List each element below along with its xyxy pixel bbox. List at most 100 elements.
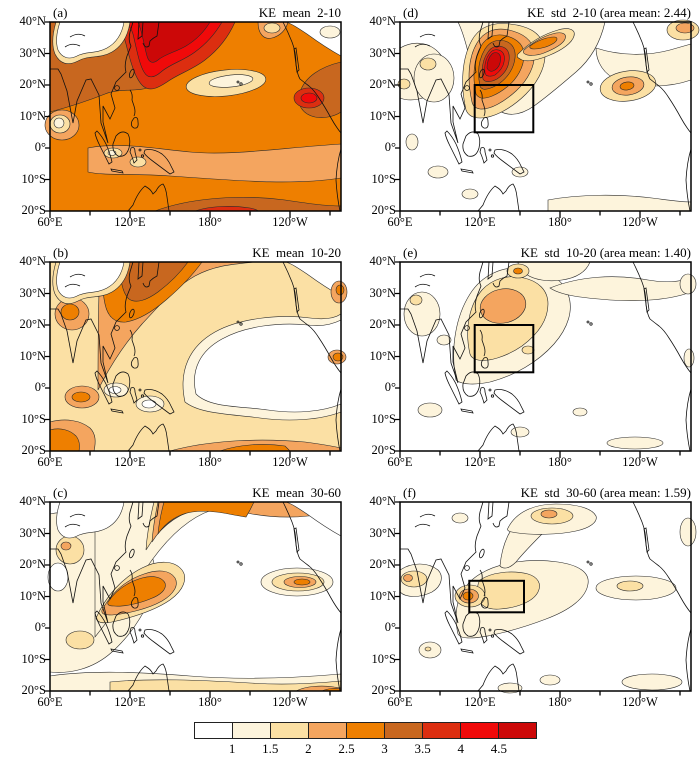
lat-tick-label: 0° [384,140,396,154]
lon-tick-label: 180° [548,215,572,229]
lat-tick-label: 30°N [19,45,46,60]
panel-title: KE std 2-10 (area mean: 2.44) [527,5,691,20]
colorbar-tick-label: 1.5 [262,741,279,756]
map-a-svg [44,21,342,219]
map-b-svg [44,261,348,459]
colorbar-cell [347,723,385,738]
lat-tick-label: 20°S [371,683,396,697]
lat-tick-label: 30°N [19,525,46,540]
colorbar-tick-label: 3 [381,741,388,756]
map-d-svg [394,19,700,219]
lon-tick-label: 120°E [464,215,496,229]
lat-tick-label: 10°N [369,348,396,363]
lat-tick-label: 10°N [19,108,46,123]
lat-tick-label: 10°S [21,411,46,426]
map-f-svg [394,501,697,699]
lat-tick-label: 30°N [369,45,396,60]
colorbar-labels: 1 1.5 2 2.5 3 3.5 4 4.5 [194,741,537,757]
panel-label: (b) [53,245,69,260]
colorbar-tick-label: 3.5 [414,741,431,756]
map-c-svg [44,501,342,699]
lat-tick-label: 0° [34,620,46,634]
lon-tick-label: 120°E [114,695,146,709]
panel-c: (c) KE mean 30-60 40°N 30°N 20°N 10°N 0° 10°S… [19,485,342,709]
lat-tick-label: 10°S [21,651,46,666]
lon-tick-label: 120°W [272,455,308,469]
panel-title: KE mean 10-20 [252,245,341,260]
lon-tick-label: 180° [548,695,572,709]
colorbar-tick-label: 2 [305,741,312,756]
lat-tick-label: 0° [34,140,46,154]
lat-tick-label: 30°N [369,525,396,540]
lat-tick-label: 40°N [19,494,46,508]
lat-tick-label: 20°N [19,317,46,331]
colorbar-tick-label: 4 [457,741,465,756]
lat-tick-label: 10°S [371,411,396,426]
contour-fills [47,501,342,692]
panel-title: KE mean 30-60 [252,485,341,500]
panel-b: (b) KE mean 10-20 40°N 30°N 20°N 10°N 0° 10°S… [19,245,348,469]
panel-title: KE std 30-60 (area mean: 1.59) [520,485,691,500]
lat-tick-label: 20°S [21,443,46,457]
lon-tick-label: 60°E [37,215,63,229]
lon-tick-label: 60°E [387,215,413,229]
lat-tick-label: 40°N [19,254,46,268]
lon-tick-label: 120°W [272,215,308,229]
colorbar-cell [309,723,347,738]
contour-fills [400,261,697,451]
lon-tick-label: 120°E [114,215,146,229]
panel-title: KE mean 2-10 [258,5,341,20]
map-e-svg [394,261,697,459]
lat-tick-label: 40°N [369,494,396,508]
contour-fills [397,19,700,212]
lat-tick-label: 40°N [369,254,396,268]
lat-tick-label: 10°S [371,651,396,666]
panel-f: (f) KE std 30-60 (area mean: 1.59) 40°N 3… [369,485,697,709]
lat-tick-label: 20°N [369,557,396,571]
lat-tick-label: 20°N [369,77,396,91]
colorbar-cell [423,723,461,738]
lat-tick-label: 40°N [369,14,396,28]
colorbar-cell [499,723,536,738]
colorbar-cell [195,723,233,738]
panel-a: (a) KE mean 2-10 40°N 30°N 20°N 10°N 0° 10°S 2… [19,5,342,229]
lat-tick-label: 20°S [371,443,396,457]
lon-tick-label: 120°W [622,215,658,229]
lon-tick-label: 120°W [622,455,658,469]
colorbar [194,722,537,739]
lat-tick-label: 20°N [19,77,46,91]
contour-fills [44,21,342,212]
lat-tick-label: 20°S [21,203,46,217]
contour-fills [49,261,348,452]
lon-tick-label: 60°E [37,455,63,469]
contour-fills [399,502,697,694]
panel-e: (e) KE std 10-20 (area mean: 1.40) 40°N 3… [369,245,697,469]
lat-tick-label: 20°S [371,203,396,217]
lon-tick-label: 180° [198,695,222,709]
colorbar-tick-label: 4.5 [490,741,507,756]
lat-tick-label: 10°S [371,171,396,186]
lat-tick-label: 40°N [19,14,46,28]
lat-tick-label: 0° [384,620,396,634]
lat-tick-label: 30°N [19,285,46,300]
lat-tick-label: 20°N [369,317,396,331]
panel-label: (e) [403,245,418,260]
lon-tick-label: 60°E [37,695,63,709]
colorbar-cell [271,723,309,738]
lon-tick-label: 60°E [387,455,413,469]
lon-tick-label: 180° [198,455,222,469]
colorbar-tick-label: 1 [228,741,236,756]
panel-label: (f) [403,485,416,500]
panel-label: (d) [403,5,419,20]
lat-tick-label: 30°N [369,285,396,300]
lat-tick-label: 20°N [19,557,46,571]
area-mean-box [473,84,535,134]
lat-tick-label: 20°S [21,683,46,697]
panel-d: (d) KE std 2-10 (area mean: 2.44) 40°N 30… [369,5,700,229]
lat-tick-label: 10°S [21,171,46,186]
lon-tick-label: 120°E [114,455,146,469]
lat-tick-label: 10°N [369,108,396,123]
lat-tick-label: 10°N [369,588,396,603]
area-mean-box [468,579,526,614]
